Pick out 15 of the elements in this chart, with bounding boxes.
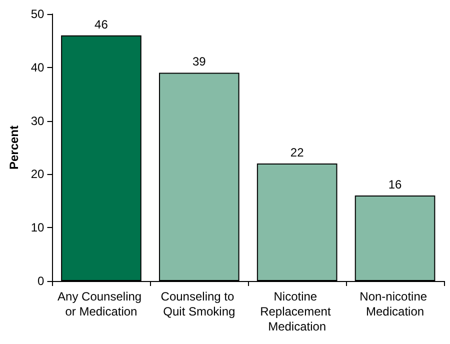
data-label: 46 [94, 17, 108, 32]
data-label: 22 [290, 146, 304, 160]
y-axis-title: Percent [7, 125, 21, 170]
x-tick-label: Non-nicotine Medication [360, 290, 430, 318]
y-tick-label: 50 [30, 7, 45, 21]
x-tick-label: Any Counseling or Medication [58, 290, 145, 318]
y-tick-label: 40 [30, 60, 45, 74]
data-label: 16 [388, 178, 402, 192]
y-tick-label: 0 [38, 274, 45, 288]
y-tick-label: 30 [30, 114, 45, 128]
x-tick-label: Counseling to Quit Smoking [160, 290, 238, 318]
x-tick-label: Nicotine Replacement Medication [260, 290, 334, 334]
y-tick-label: 10 [30, 220, 45, 235]
y-tick-label: 20 [30, 167, 45, 182]
data-label: 39 [192, 54, 206, 69]
